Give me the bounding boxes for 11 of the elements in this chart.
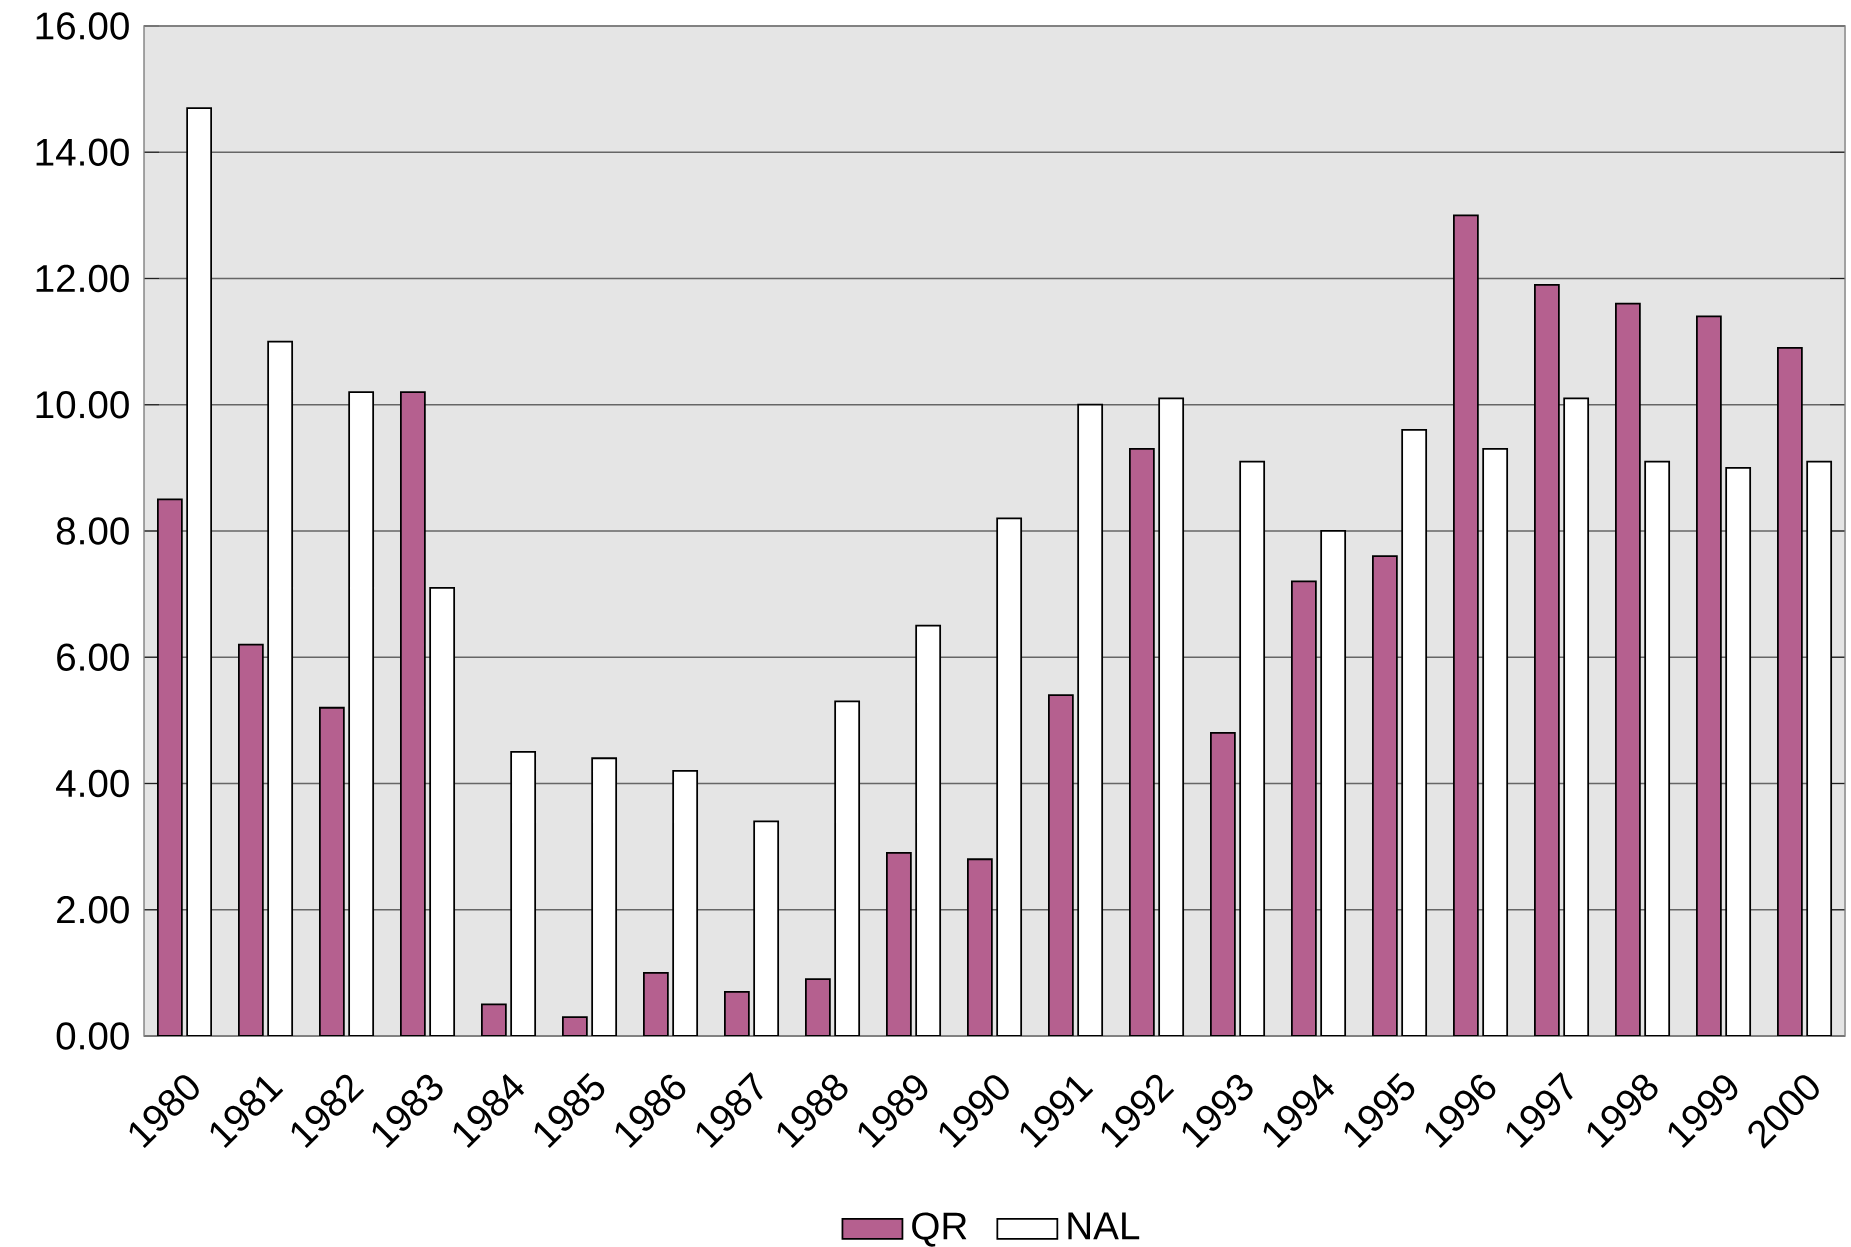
y-tick-label: 0.00 (56, 1022, 129, 1050)
y-tick-label: 12.00 (36, 264, 129, 293)
y-tick-label: 6.00 (57, 643, 129, 671)
y-tick-label: 8.00 (56, 517, 129, 545)
y-tick-label: 10.00 (36, 391, 129, 419)
y-tick-label: 14.00 (36, 138, 129, 166)
y-tick-label: 4.00 (56, 769, 129, 798)
legend-label: QR (912, 1212, 967, 1247)
y-tick-label: 16.00 (36, 12, 129, 40)
y-tick-label: 2.00 (57, 896, 129, 924)
legend-label: NAL (1068, 1212, 1140, 1240)
